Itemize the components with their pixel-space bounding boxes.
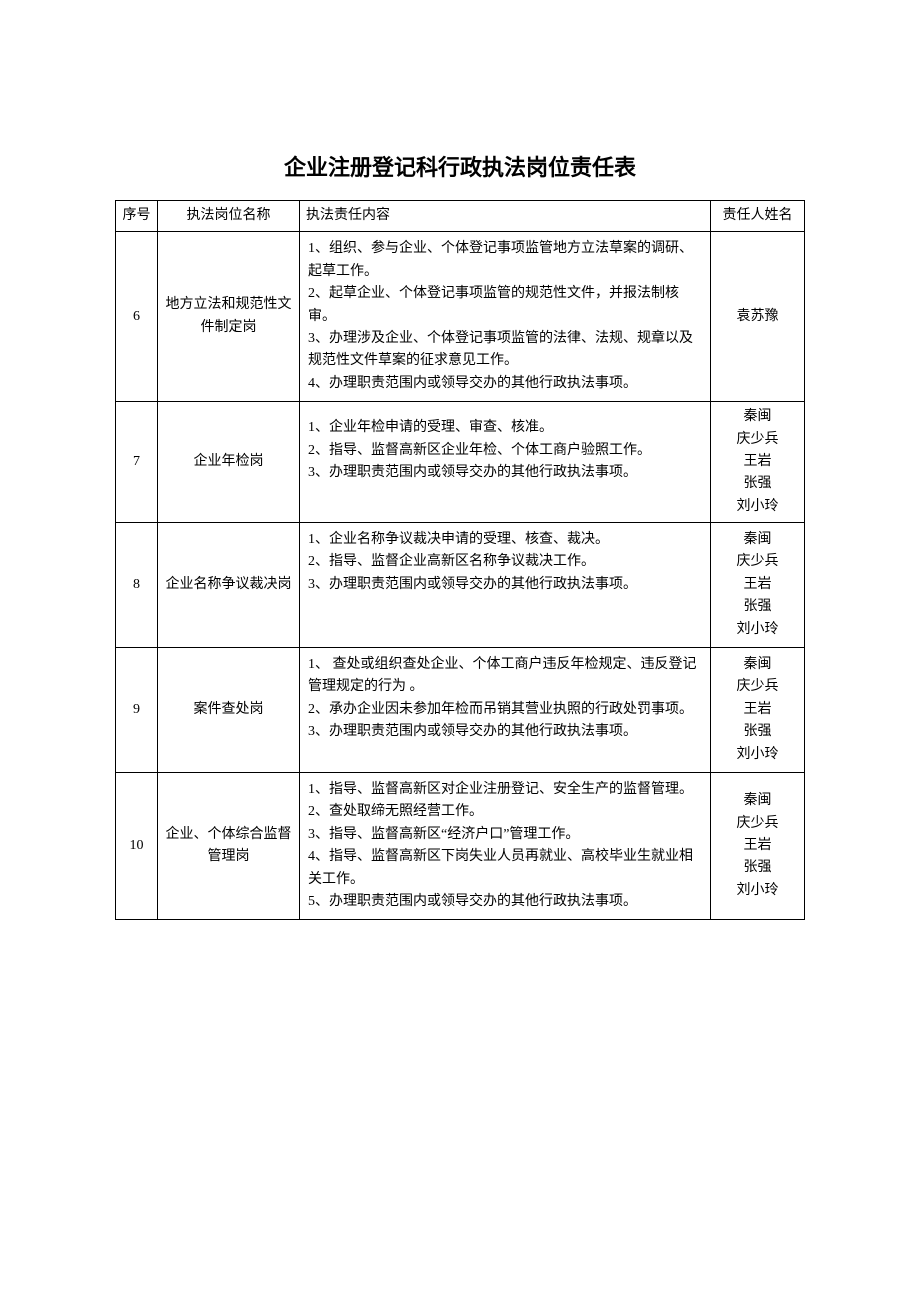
person-name: 王岩	[717, 699, 798, 721]
responsibilities-table: 序号 执法岗位名称 执法责任内容 责任人姓名 6地方立法和规范性文件制定岗1、组…	[115, 200, 805, 920]
person-name: 刘小玲	[717, 496, 798, 518]
person-name: 张强	[717, 596, 798, 618]
person-name: 秦闽	[717, 790, 798, 812]
row-idx: 9	[116, 648, 158, 773]
person-name: 刘小玲	[717, 619, 798, 641]
row-content: 1、组织、参与企业、个体登记事项监管地方立法草案的调研、起草工作。2、起草企业、…	[300, 232, 711, 402]
person-name: 王岩	[717, 835, 798, 857]
row-persons: 秦闽庆少兵王岩张强刘小玲	[711, 523, 805, 648]
page-title: 企业注册登记科行政执法岗位责任表	[115, 150, 805, 182]
row-position: 企业、个体综合监督管理岗	[158, 772, 300, 919]
table-row: 8企业名称争议裁决岗1、企业名称争议裁决申请的受理、核查、裁决。2、指导、监督企…	[116, 523, 805, 648]
row-content: 1、企业名称争议裁决申请的受理、核查、裁决。2、指导、监督企业高新区名称争议裁决…	[300, 523, 711, 648]
col-header-content: 执法责任内容	[300, 201, 711, 232]
row-persons: 袁苏豫	[711, 232, 805, 402]
row-persons: 秦闽庆少兵王岩张强刘小玲	[711, 648, 805, 773]
person-name: 刘小玲	[717, 744, 798, 766]
row-idx: 7	[116, 402, 158, 523]
person-name: 庆少兵	[717, 429, 798, 451]
row-position: 地方立法和规范性文件制定岗	[158, 232, 300, 402]
table-row: 6地方立法和规范性文件制定岗1、组织、参与企业、个体登记事项监管地方立法草案的调…	[116, 232, 805, 402]
person-name: 张强	[717, 473, 798, 495]
person-name: 张强	[717, 721, 798, 743]
col-header-idx: 序号	[116, 201, 158, 232]
col-header-person: 责任人姓名	[711, 201, 805, 232]
table-header-row: 序号 执法岗位名称 执法责任内容 责任人姓名	[116, 201, 805, 232]
row-position: 企业名称争议裁决岗	[158, 523, 300, 648]
person-name: 刘小玲	[717, 880, 798, 902]
row-persons: 秦闽庆少兵王岩张强刘小玲	[711, 772, 805, 919]
person-name: 张强	[717, 857, 798, 879]
person-name: 袁苏豫	[717, 306, 798, 328]
row-position: 案件查处岗	[158, 648, 300, 773]
person-name: 秦闽	[717, 529, 798, 551]
row-idx: 8	[116, 523, 158, 648]
row-content: 1、企业年检申请的受理、审查、核准。2、指导、监督高新区企业年检、个体工商户验照…	[300, 402, 711, 523]
table-row: 10企业、个体综合监督管理岗1、指导、监督高新区对企业注册登记、安全生产的监督管…	[116, 772, 805, 919]
row-idx: 6	[116, 232, 158, 402]
table-row: 9案件查处岗1、 查处或组织查处企业、个体工商户违反年检规定、违反登记管理规定的…	[116, 648, 805, 773]
person-name: 庆少兵	[717, 676, 798, 698]
table-body: 6地方立法和规范性文件制定岗1、组织、参与企业、个体登记事项监管地方立法草案的调…	[116, 232, 805, 920]
row-content: 1、指导、监督高新区对企业注册登记、安全生产的监督管理。2、查处取缔无照经营工作…	[300, 772, 711, 919]
person-name: 庆少兵	[717, 551, 798, 573]
person-name: 庆少兵	[717, 813, 798, 835]
row-idx: 10	[116, 772, 158, 919]
person-name: 秦闽	[717, 406, 798, 428]
row-position: 企业年检岗	[158, 402, 300, 523]
table-row: 7企业年检岗1、企业年检申请的受理、审查、核准。2、指导、监督高新区企业年检、个…	[116, 402, 805, 523]
person-name: 秦闽	[717, 654, 798, 676]
col-header-position: 执法岗位名称	[158, 201, 300, 232]
person-name: 王岩	[717, 451, 798, 473]
row-persons: 秦闽庆少兵王岩张强刘小玲	[711, 402, 805, 523]
person-name: 王岩	[717, 574, 798, 596]
row-content: 1、 查处或组织查处企业、个体工商户违反年检规定、违反登记管理规定的行为 。2、…	[300, 648, 711, 773]
